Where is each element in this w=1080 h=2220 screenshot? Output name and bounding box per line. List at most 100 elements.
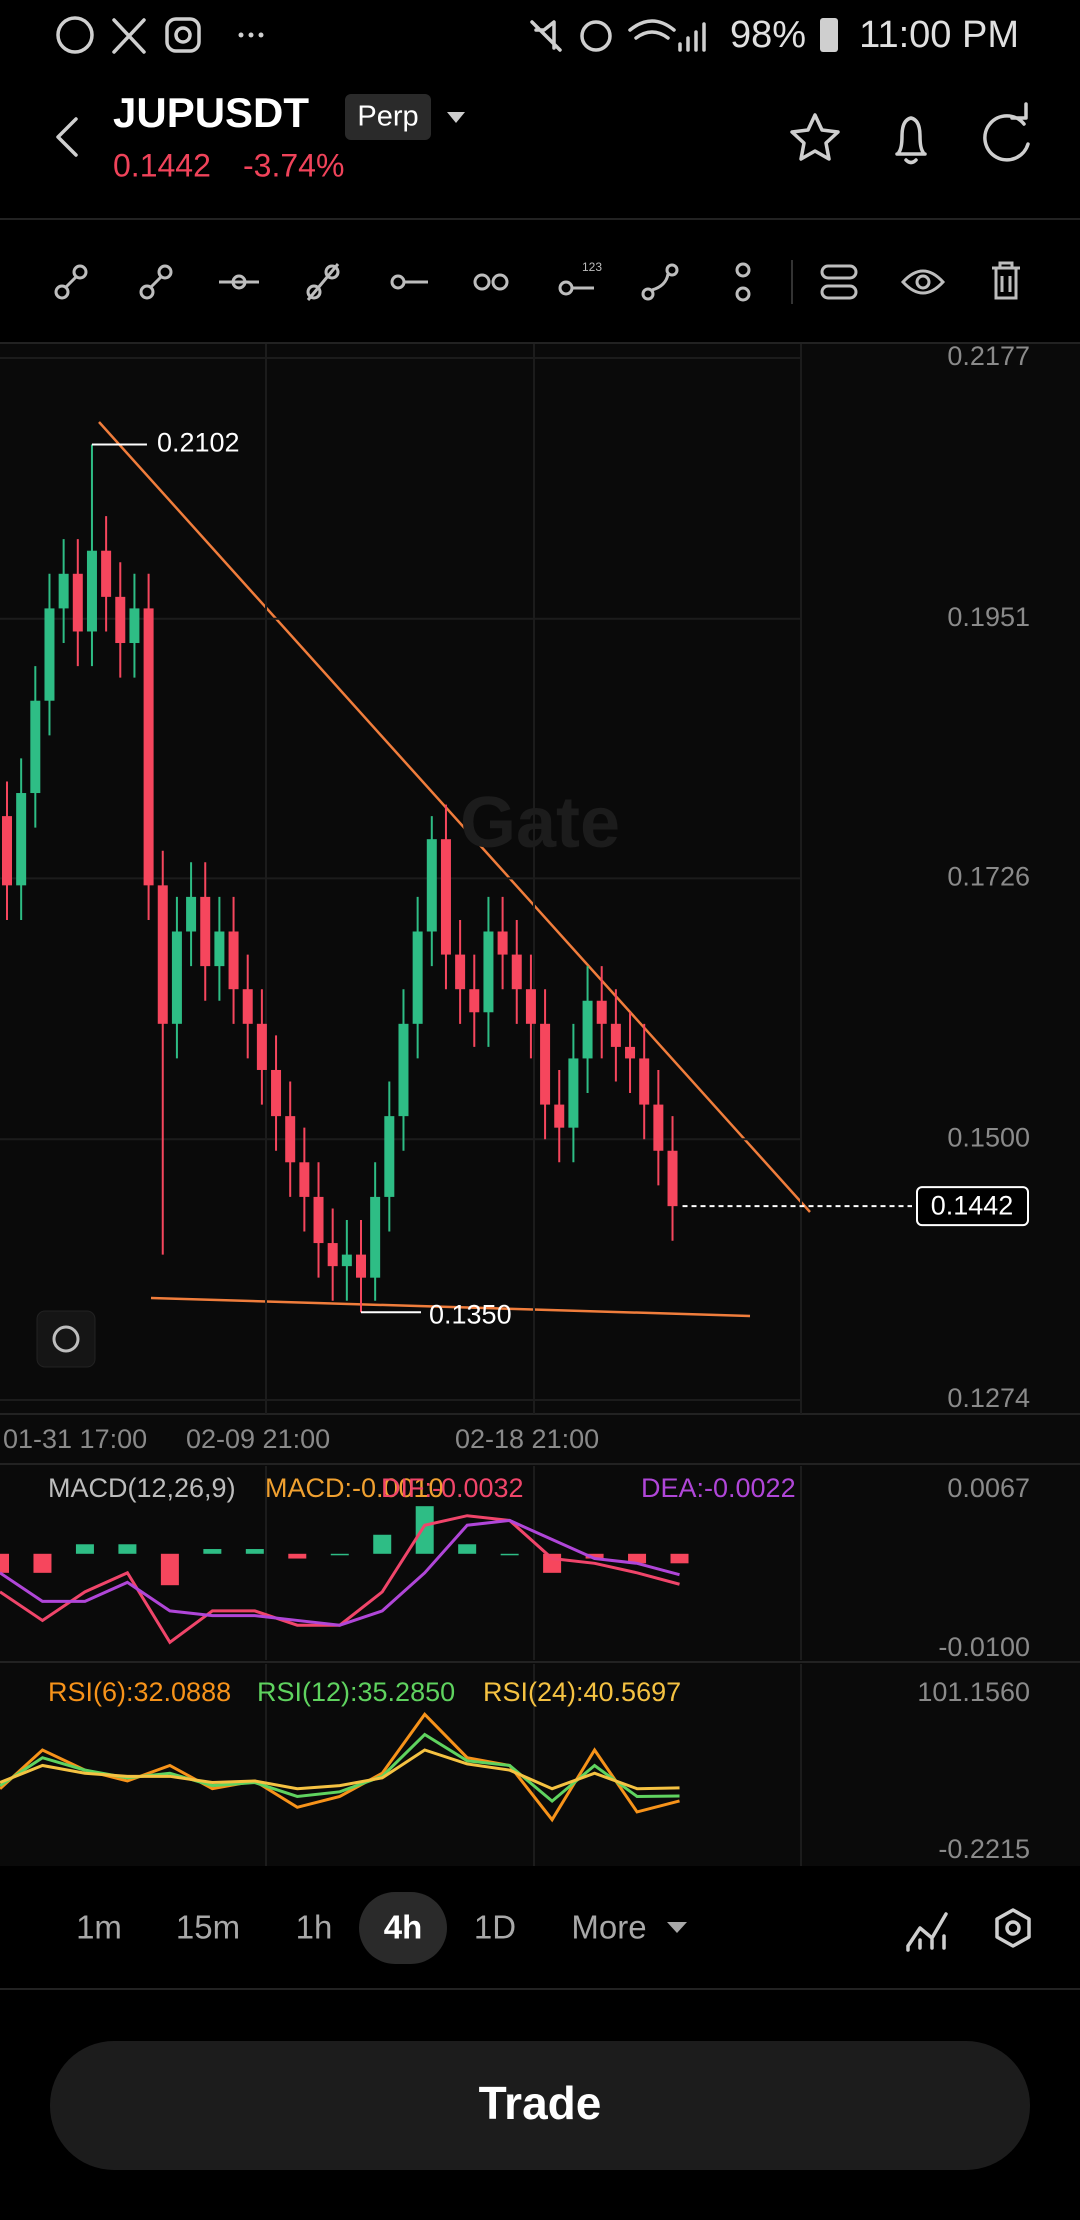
histogram-bar (33, 1553, 52, 1573)
candle-body (667, 1150, 678, 1207)
candle-body (327, 1243, 338, 1267)
y-tick-label: 0.1951 (947, 602, 1030, 632)
candle-body (554, 1104, 565, 1128)
candle-body (299, 1162, 310, 1197)
drawing-mode-button[interactable] (36, 1310, 96, 1368)
share-button[interactable] (983, 102, 1030, 162)
legend-entry: DIF:-0.0032 (381, 1473, 524, 1503)
drawing-toolbar: 123 (54, 260, 1020, 304)
candle-body (483, 931, 494, 1013)
tool[interactable]: 123 (558, 260, 602, 296)
candle-body (271, 1069, 282, 1117)
candle-body (356, 1254, 366, 1278)
tool[interactable] (54, 264, 88, 300)
candle-body (525, 989, 536, 1024)
histogram-bar (288, 1553, 307, 1559)
candle-body (469, 989, 480, 1013)
timeframe[interactable]: 15m (176, 1909, 240, 1946)
tool[interactable] (735, 262, 751, 302)
visibility-toggle[interactable] (900, 269, 946, 295)
candle-body (384, 1116, 395, 1197)
indicator-line (0, 1712, 680, 1823)
tool[interactable] (306, 263, 340, 301)
legend-entry: RSI(12):35.2850 (257, 1677, 455, 1707)
timeframe[interactable]: 4h (384, 1909, 423, 1946)
x-tick-label: 02-18 21:00 (455, 1424, 599, 1454)
contract: Perp (357, 101, 418, 133)
trade-button[interactable] (50, 2041, 1030, 2170)
delete-drawings[interactable] (992, 261, 1020, 300)
drawing-mode-icon (52, 1325, 80, 1353)
indicators-button[interactable] (906, 1912, 948, 1952)
histogram-bar (245, 1549, 264, 1554)
candle-body (568, 1058, 579, 1128)
timeframe[interactable]: More (571, 1909, 646, 1946)
candle-body (16, 793, 27, 886)
candle-body (653, 1104, 664, 1151)
indicator-line (0, 1518, 680, 1627)
tool[interactable] (641, 263, 679, 301)
candle-body (440, 839, 451, 955)
tool[interactable] (390, 274, 428, 290)
tool[interactable] (473, 273, 509, 291)
histogram-bar (118, 1544, 137, 1554)
legend-entry: MACD:-0.0010 (265, 1473, 444, 1503)
svg-text:123: 123 (582, 260, 602, 274)
candle-body (86, 550, 97, 632)
histogram-bar (373, 1534, 392, 1554)
high-marker-label: 0.2102 (157, 428, 240, 458)
candle-body (625, 1046, 636, 1059)
candle-body (639, 1058, 650, 1105)
histogram-bar (0, 1553, 9, 1573)
candle-body (30, 700, 41, 794)
tool[interactable] (820, 264, 858, 300)
candle-body (341, 1254, 352, 1267)
last-price-box (916, 1186, 1029, 1227)
histogram-bar (585, 1553, 604, 1559)
y-tick-label: 0.2177 (947, 341, 1030, 371)
tool[interactable] (139, 264, 173, 300)
candle-body (157, 885, 168, 1024)
y-tick-label: -0.0100 (938, 1632, 1030, 1662)
settings-button[interactable] (995, 1908, 1031, 1948)
y-tick-label: 101.1560 (917, 1677, 1030, 1707)
trade-label: Trade (479, 2077, 602, 2129)
candle-body (58, 573, 69, 609)
candle-body (171, 931, 182, 1024)
trendline[interactable] (98, 421, 811, 1213)
candle-body (44, 608, 55, 701)
candle-body (2, 816, 12, 886)
timeframe-bar (0, 1866, 1080, 1990)
favorite-button[interactable] (790, 113, 840, 161)
candle-body (610, 1023, 621, 1047)
y-tick-label: -0.2215 (938, 1834, 1030, 1864)
candle-body (596, 1000, 607, 1024)
candle-body (582, 1000, 593, 1059)
candle-body (186, 896, 197, 932)
candle-body (370, 1196, 381, 1278)
back-button[interactable] (56, 117, 78, 157)
more-dropdown[interactable] (667, 1922, 687, 1933)
contract-dropdown[interactable] (447, 112, 465, 123)
candle-body (398, 1023, 409, 1117)
symbol: JUPUSDT (113, 89, 309, 136)
histogram-bar (628, 1553, 647, 1564)
indicator-title: MACD(12,26,9) (48, 1473, 236, 1503)
candle-body (115, 596, 126, 644)
timeframe-active (359, 1892, 447, 1964)
contract-pill[interactable] (345, 94, 431, 140)
timeframe[interactable]: 1m (76, 1909, 122, 1946)
histogram-bar (203, 1549, 222, 1554)
trendline[interactable] (150, 1296, 751, 1318)
timeframe[interactable]: 1D (474, 1909, 516, 1946)
candle-body (129, 608, 140, 644)
timeframe[interactable]: 1h (296, 1909, 333, 1946)
histogram-bar (75, 1544, 94, 1554)
candle-body (101, 550, 112, 597)
alert-button[interactable] (895, 116, 927, 165)
tool[interactable] (219, 274, 259, 290)
change: -3.74% (243, 147, 344, 183)
settings-icon (1005, 1920, 1021, 1936)
legend-entry: RSI(6):32.0888 (48, 1677, 231, 1707)
